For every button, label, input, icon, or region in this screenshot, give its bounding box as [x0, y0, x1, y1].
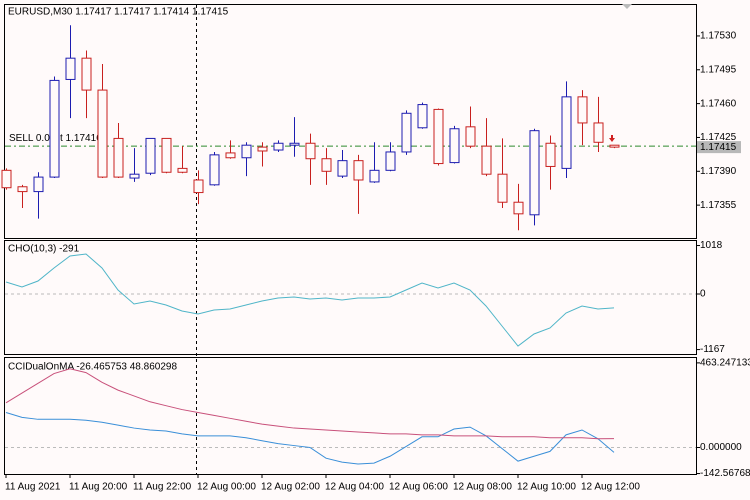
y-tick-label: 1.17530: [700, 31, 737, 42]
candle-body: [593, 122, 604, 143]
candle-body: [241, 144, 252, 159]
candle-body: [481, 145, 492, 175]
sell-price-label: t 1.17416: [60, 133, 102, 144]
candle-body: [113, 137, 124, 178]
y-tick-label: 1.17355: [700, 200, 737, 211]
y-tick-label: 463.247133: [700, 358, 750, 369]
candle-body: [193, 179, 204, 194]
candle-body: [49, 79, 60, 178]
candle-body: [161, 137, 172, 173]
candle-body: [513, 201, 524, 215]
price-tag: [697, 141, 741, 154]
candle-body: [289, 142, 300, 146]
x-tick-label: 12 Aug 04:00: [325, 482, 384, 493]
x-tick-label: 12 Aug 00:00: [197, 482, 256, 493]
main-title: EURUSD,M30 1.17417 1.17417 1.17414 1.174…: [8, 7, 229, 18]
y-tick-label: 1.17495: [700, 64, 737, 75]
candle-body: [225, 152, 236, 159]
candle-body: [449, 128, 460, 164]
candle-body: [129, 173, 140, 179]
candle-body: [305, 142, 316, 160]
candle-body: [177, 167, 188, 173]
y-tick-label: 0.000000: [700, 442, 742, 453]
candle-body: [1, 169, 12, 189]
candle-body: [33, 176, 44, 193]
x-tick-label: 12 Aug 08:00: [453, 482, 512, 493]
x-tick-label: 12 Aug 02:00: [261, 482, 320, 493]
indicator-line: [5, 368, 615, 440]
candle-body: [369, 169, 380, 183]
y-tick-label: -142.56768: [700, 468, 750, 479]
indicator-line: [5, 412, 615, 465]
cho-pane: [4, 240, 697, 355]
y-tick-label: 1018: [700, 240, 723, 251]
x-tick-label: 11 Aug 2021: [5, 482, 61, 493]
candle-body: [529, 130, 540, 216]
candle-body: [209, 154, 220, 186]
candle-body: [353, 160, 364, 181]
x-tick-label: 11 Aug 22:00: [133, 482, 192, 493]
candle-body: [17, 186, 28, 193]
candle-body: [433, 108, 444, 165]
candle-body: [97, 89, 108, 178]
candle-body: [401, 112, 412, 153]
cci-pane: [4, 357, 697, 475]
candle-body: [609, 144, 620, 148]
y-tick-label: 0: [700, 289, 706, 300]
candle-body: [577, 96, 588, 124]
indicator-line: [5, 253, 615, 347]
candle-body: [321, 158, 332, 172]
candle-body: [385, 151, 396, 171]
y-tick-label: 1.17390: [700, 166, 737, 177]
y-tick-label: -1167: [700, 344, 725, 355]
cho-title: CHO(10,3) -291: [8, 244, 80, 255]
candle-body: [417, 104, 428, 129]
y-tick-label: 1.17460: [700, 98, 737, 109]
sell-arrow: [609, 135, 615, 142]
sell-label: SELL 0.0: [9, 133, 50, 144]
x-tick-label: 12 Aug 10:00: [517, 482, 576, 493]
candle-body: [65, 57, 76, 80]
candle-body: [257, 146, 268, 152]
candle-body: [465, 126, 476, 147]
cci-title: CCIDualOnMA -26.465753 48.860298: [8, 362, 177, 373]
x-tick-label: 12 Aug 12:00: [581, 482, 640, 493]
y-tick-label: 1.17425: [700, 132, 737, 143]
main-pane: [4, 4, 697, 239]
candle-body: [497, 173, 508, 203]
x-tick-label: 11 Aug 20:00: [69, 482, 128, 493]
scroll-marker: [622, 4, 632, 9]
x-tick-label: 12 Aug 06:00: [389, 482, 448, 493]
candle-body: [81, 57, 92, 91]
current-price: 1.17415: [700, 142, 737, 153]
candle-body: [561, 96, 572, 169]
candle-body: [273, 142, 284, 151]
candle-body: [145, 137, 156, 174]
candle-body: [545, 142, 556, 167]
candle-body: [337, 160, 348, 177]
